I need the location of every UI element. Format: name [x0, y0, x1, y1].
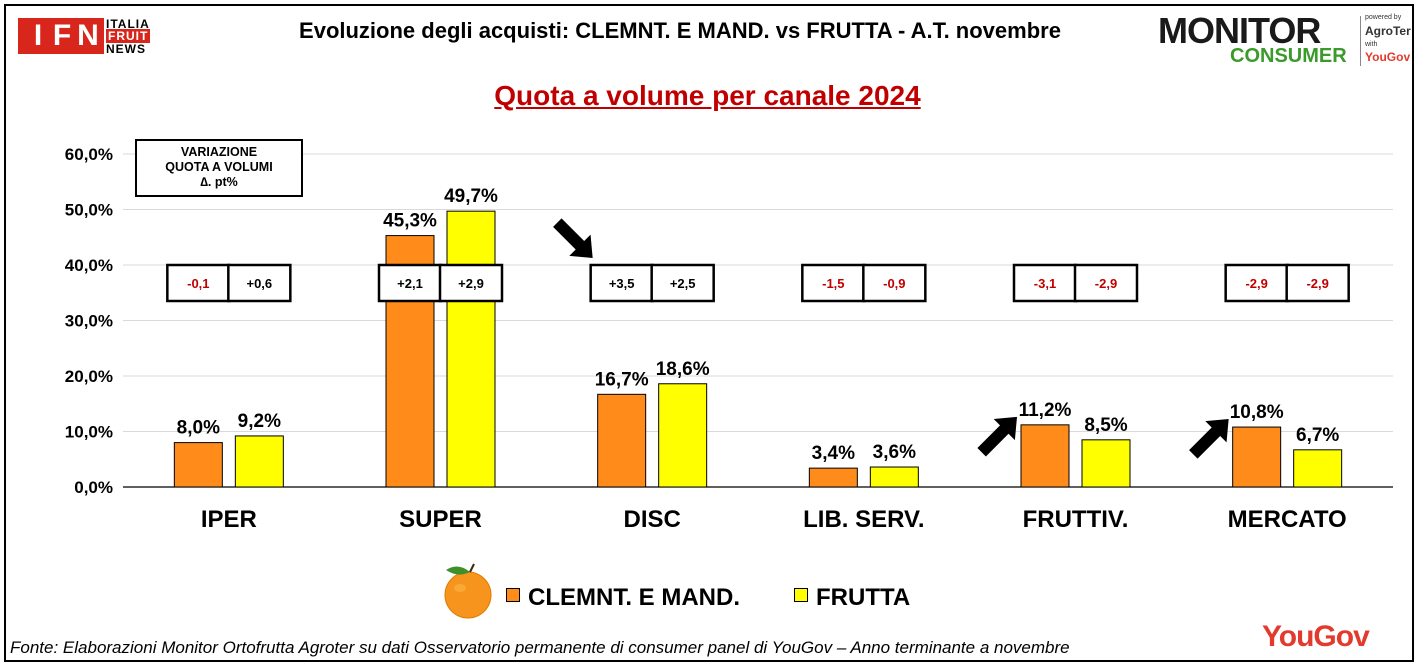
variation-box — [227, 263, 292, 303]
y-tick-label: 0,0% — [74, 478, 113, 497]
legend-swatch-frutta — [794, 588, 808, 602]
agroter-logo-text: AgroTer — [1365, 24, 1411, 38]
bar-frutta — [869, 466, 919, 488]
variation-label: -2,9 — [1095, 276, 1117, 291]
variation-label: -0,9 — [883, 276, 905, 291]
variation-box — [862, 263, 927, 303]
bar-frutta — [1081, 439, 1131, 488]
consumer-logo-text: CONSUMER — [1230, 45, 1347, 67]
variation-box — [801, 263, 866, 303]
bar-clementine — [1232, 426, 1282, 488]
data-label: 11,2% — [1019, 400, 1072, 421]
y-tick-label: 60,0% — [65, 145, 113, 164]
variation-box — [1073, 263, 1139, 303]
x-category-label: FRUTTIV. — [1023, 506, 1129, 533]
legend-label-frutta: FRUTTA — [816, 584, 911, 611]
ifn-logo-text: NEWS — [106, 42, 146, 56]
variation-label: +2,5 — [670, 276, 696, 291]
legend-swatch-clementine — [506, 588, 520, 602]
variation-legend-box: VARIAZIONE QUOTA A VOLUMI ∆. pt% — [135, 139, 303, 197]
y-tick-label: 50,0% — [65, 201, 113, 220]
y-tick-label: 20,0% — [65, 367, 113, 386]
variation-box — [377, 263, 443, 303]
with-text: with — [1365, 41, 1378, 48]
chart-title: Evoluzione degli acquisti: CLEMNT. E MAN… — [299, 18, 1061, 43]
variation-label: +2,9 — [458, 276, 484, 291]
x-category-label: DISC — [623, 506, 680, 533]
source-footnote: Fonte: Elaborazioni Monitor Ortofrutta A… — [10, 638, 1070, 657]
data-label: 10,8% — [1230, 402, 1284, 423]
variation-box-line: QUOTA A VOLUMI — [165, 160, 273, 174]
x-category-label: SUPER — [399, 506, 482, 533]
data-label: 8,0% — [177, 418, 220, 439]
arrow-shape — [977, 416, 1017, 457]
yougov-logo: YouGov — [1262, 620, 1370, 653]
powered-by-text: powered by — [1365, 14, 1402, 21]
bar-clementine — [173, 442, 223, 488]
arrow-icon — [977, 416, 1017, 457]
x-category-label: MERCATO — [1228, 506, 1347, 533]
variation-box — [1012, 263, 1078, 303]
bar-frutta — [446, 210, 496, 488]
variation-box-line: VARIAZIONE — [180, 145, 258, 159]
data-label: 9,2% — [238, 411, 281, 432]
data-label: 8,5% — [1084, 415, 1127, 436]
orange-fruit-icon — [444, 563, 492, 619]
variation-label: -3,1 — [1034, 276, 1056, 291]
data-label: 16,7% — [595, 369, 649, 390]
variation-label: +0,6 — [246, 276, 272, 291]
legend-label-clementine: CLEMNT. E MAND. — [528, 584, 740, 611]
bar-frutta — [1293, 449, 1343, 488]
y-tick-label: 10,0% — [65, 423, 113, 442]
monitor-logo-text: MONITOR — [1158, 10, 1321, 51]
data-label: 3,6% — [873, 442, 916, 463]
arrow-icon — [553, 218, 593, 258]
variation-box — [438, 263, 504, 303]
bar-clementine — [808, 467, 858, 488]
logo-divider — [1360, 16, 1361, 66]
monitor-consumer-logo: MONITOR CONSUMER powered by AgroTer with… — [1158, 10, 1411, 70]
variation-label: +3,5 — [609, 276, 635, 291]
ifn-logo-text: FRUIT — [106, 29, 151, 43]
bar-clementine — [597, 393, 647, 488]
data-label: 45,3% — [383, 211, 437, 232]
chart-subtitle: Quota a volume per canale 2024 — [494, 80, 921, 111]
chart-legend: CLEMNT. E MAND. FRUTTA — [440, 560, 960, 620]
variation-label: +2,1 — [397, 276, 423, 291]
bar-clementine — [1020, 424, 1070, 488]
arrow-icon — [1189, 419, 1229, 459]
data-label: 3,4% — [812, 443, 855, 464]
arrow-shape — [553, 218, 593, 258]
yougov-logo-text: YouGov — [1365, 50, 1411, 64]
variation-box-line: ∆. pt% — [200, 175, 238, 189]
y-tick-label: 40,0% — [65, 256, 113, 275]
data-label: 6,7% — [1296, 425, 1339, 446]
variation-label: -2,9 — [1245, 276, 1267, 291]
ifn-logo: I F N ITALIA FRUIT NEWS — [18, 18, 163, 58]
y-tick-label: 30,0% — [65, 312, 113, 331]
ifn-logo-letter: F — [47, 18, 77, 54]
bar-frutta — [658, 383, 708, 488]
variation-label: -1,5 — [822, 276, 844, 291]
variation-box — [1285, 263, 1350, 303]
variation-box — [650, 263, 715, 303]
ifn-logo-letter: N — [72, 18, 104, 54]
variation-label: -2,9 — [1306, 276, 1328, 291]
data-label: 18,6% — [656, 359, 710, 380]
x-category-label: LIB. SERV. — [803, 506, 924, 533]
ifn-logo-text: ITALIA — [106, 17, 150, 31]
bar-frutta — [234, 435, 284, 488]
data-label: 49,7% — [444, 186, 498, 207]
arrow-shape — [1189, 419, 1229, 459]
chart-frame — [4, 4, 1414, 662]
x-category-label: IPER — [201, 506, 257, 533]
variation-label: -0,1 — [187, 276, 209, 291]
